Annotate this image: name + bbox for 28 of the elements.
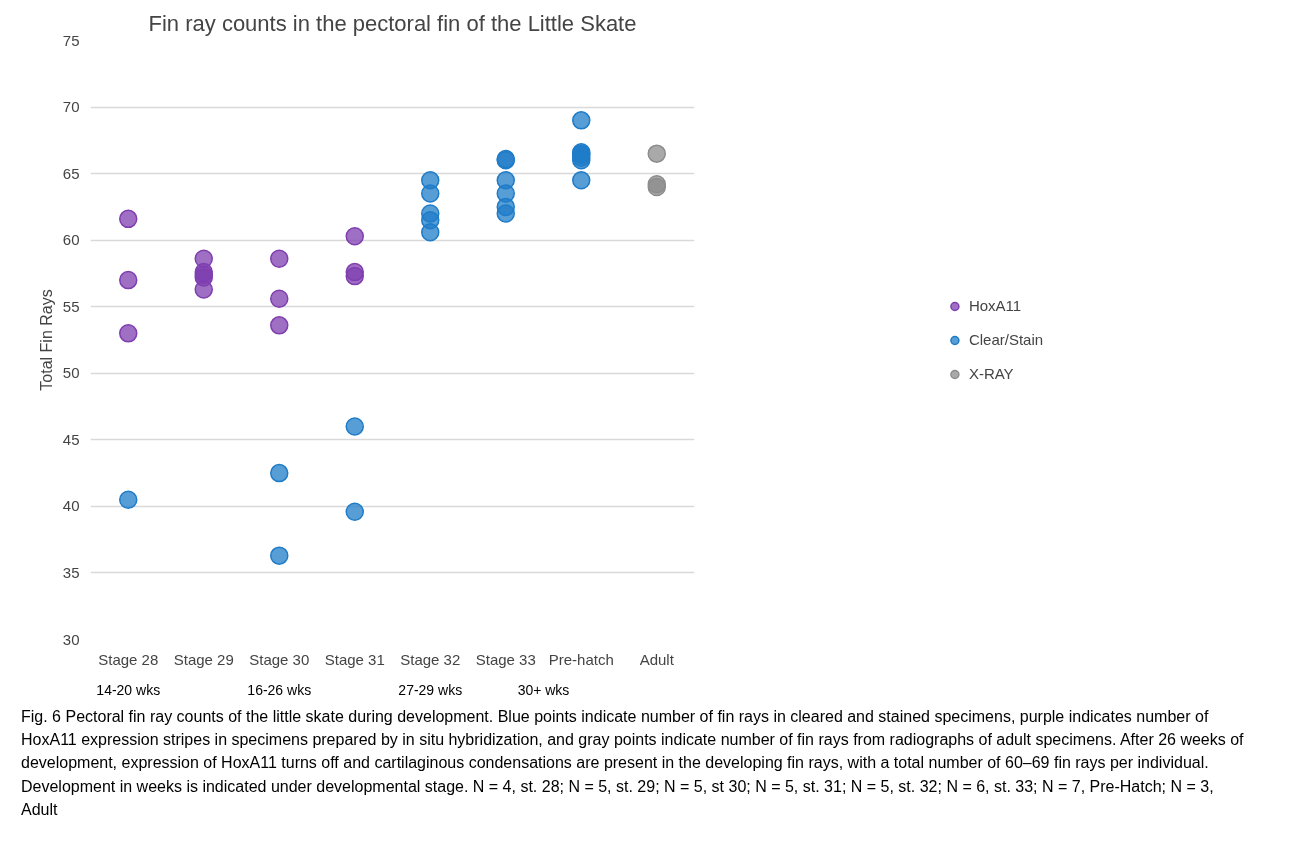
legend-label: HoxA11: [968, 297, 1022, 314]
x-tick-label: Stage 33: [475, 650, 536, 668]
y-tick-label: 55: [62, 297, 80, 315]
y-tick-label: 40: [62, 497, 80, 515]
legend-label: X-RAY: [968, 365, 1014, 382]
y-tick-label: 75: [62, 31, 80, 49]
x-tick-label: Stage 30: [249, 650, 310, 668]
y-tick-label: 35: [62, 563, 80, 581]
y-axis-title: Total Fin Rays: [37, 289, 55, 391]
text: 16-26 wks: [247, 681, 312, 698]
y-tick-label: 30: [62, 630, 80, 648]
x-tick-label: Stage 28: [98, 650, 159, 668]
x-tick-label: Pre-hatch: [548, 650, 614, 668]
y-tick-label: 65: [62, 164, 80, 182]
chart-title: Fin ray counts in the pectoral fin of the Little Skate: [148, 10, 637, 36]
y-tick-label: 60: [62, 231, 80, 249]
x-tick-label: Stage 32: [400, 650, 461, 668]
text: 30+ wks: [517, 681, 570, 698]
text: 27-29 wks: [398, 681, 463, 698]
y-tick-label: 45: [62, 430, 80, 448]
x-tick-label: Stage 29: [173, 650, 234, 668]
y-tick-label: 50: [62, 364, 80, 382]
x-tick-label: Stage 31: [324, 650, 385, 668]
text: 14-20 wks: [96, 681, 161, 698]
x-tick-label: Adult: [639, 650, 675, 668]
caption: Fig. 6 Pectoral fin ray counts of the little skate during development. Blue points indicate number of fin rays in cleared and stained specimens, purple indicates number of HoxA11 expression stripes in specimens prepared by in situ hybridization, and gray points indicate number of fin rays from radiographs of adult specimens. After 26 weeks of development, expression of HoxA11 turns off and cartilaginous condensations are present in the developing fin rays, with a total number of 60–69 fin rays per individual. Development in weeks is indicated under developmental stage. N = 4, st. 28; N = 5, st. 29; N = 5, st 30; N = 5, st. 31; N = 5, st. 32; N = 6, st. 33; N = 7, Pre-Hatch; N = 3, Adult: [20, 707, 1245, 820]
legend-label: Clear/Stain: [968, 331, 1044, 348]
y-tick-label: 70: [62, 98, 80, 116]
